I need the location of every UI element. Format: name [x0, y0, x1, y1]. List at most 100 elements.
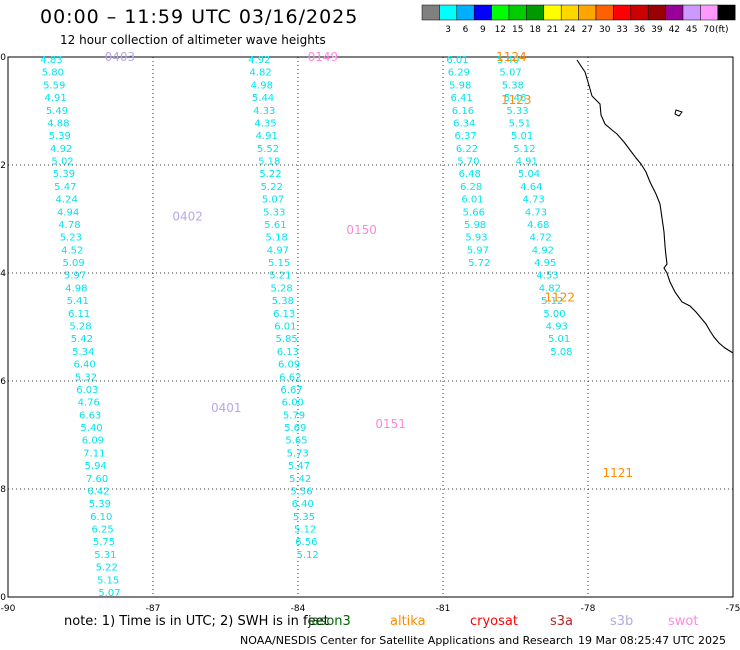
- wave-height-value: 5.33: [263, 207, 285, 218]
- x-tick-label: -81: [436, 604, 451, 614]
- wave-height-value: 5.98: [449, 80, 471, 91]
- wave-height-value: 5.12: [513, 144, 535, 155]
- pass-label: 1124: [496, 50, 527, 64]
- colorbar-label: 39: [651, 25, 663, 35]
- pass-label: 0402: [172, 209, 203, 223]
- wave-height-value: 5.39: [89, 499, 111, 510]
- x-tick-label: -90: [1, 604, 16, 614]
- colorbar-swatch: [613, 4, 632, 21]
- wave-height-value: 4.82: [249, 68, 271, 79]
- colorbar-label: 6: [463, 25, 469, 35]
- wave-height-value: 5.52: [257, 144, 279, 155]
- wave-height-value: 5.22: [261, 182, 283, 193]
- mission-label: s3b: [610, 614, 633, 629]
- wave-height-value: 4.92: [248, 55, 270, 66]
- pass-label: 0401: [211, 401, 242, 415]
- x-tick-label: -78: [581, 604, 596, 614]
- axis-tick-labels: -90 -87 -84 -81 -78 -75 -10 -12 -14 -16 -18 -20: [0, 53, 740, 614]
- wave-height-value: 5.07: [262, 195, 284, 206]
- y-tick-label: -18: [0, 485, 6, 495]
- pass-label: 1123: [501, 93, 532, 107]
- wave-height-value: 4.73: [525, 207, 547, 218]
- wave-height-value: 4.53: [536, 271, 558, 282]
- wave-height-value: 5.23: [60, 233, 82, 244]
- wave-height-value: 5.40: [497, 55, 519, 66]
- wave-height-value: 4.91: [45, 93, 67, 104]
- y-tick-label: -14: [0, 269, 6, 279]
- y-tick-label: -16: [0, 377, 6, 387]
- colorbar-legend: 3 6 9 12 15 18 21 24 27 30 33 36 39 42 45 70 (ft): [421, 4, 736, 35]
- wave-height-value: 5.12: [297, 550, 319, 561]
- wave-height-value: 5.01: [548, 334, 570, 345]
- wave-height-value: 4.94: [57, 207, 79, 218]
- wave-height-value: 5.04: [518, 169, 540, 180]
- wave-height-value: 6.22: [456, 144, 478, 155]
- wave-height-value: 6.41: [450, 93, 472, 104]
- wave-height-value: 4.73: [523, 195, 545, 206]
- colorbar-label: 42: [669, 25, 680, 35]
- wave-height-value: 5.28: [69, 321, 91, 332]
- colorbar-swatch: [473, 4, 492, 21]
- wave-height-value: 5.07: [98, 588, 120, 599]
- wave-height-value: 5.28: [271, 283, 293, 294]
- colorbar-label: 27: [582, 25, 593, 35]
- colorbar-swatch: [421, 4, 440, 21]
- footer-generated-time: 19 Mar 08:25:47 UTC 2025: [578, 634, 726, 647]
- wave-height-value: 5.38: [502, 80, 524, 91]
- wave-height-value: 5.44: [252, 93, 274, 104]
- colorbar-swatch: [456, 4, 475, 21]
- wave-height-value: 5.65: [285, 436, 307, 447]
- wave-height-value: 4.52: [61, 245, 83, 256]
- wave-height-value: 5.47: [54, 182, 76, 193]
- colorbar-label: 21: [547, 25, 558, 35]
- wave-height-value: 5.42: [289, 474, 311, 485]
- colorbar-label: 3: [445, 25, 451, 35]
- wave-height-value: 5.59: [43, 80, 65, 91]
- wave-height-value: 5.51: [509, 118, 531, 129]
- wave-height-value: 5.33: [506, 106, 528, 117]
- mission-label: swot: [668, 614, 698, 629]
- wave-height-value: 5.15: [97, 575, 119, 586]
- wave-height-value: 5.02: [51, 157, 73, 168]
- wave-height-value: 6.11: [68, 309, 90, 320]
- wave-height-value: 5.18: [258, 157, 280, 168]
- colorbar-label: 30: [599, 25, 611, 35]
- colorbar-swatch: [700, 4, 719, 21]
- wave-height-value: 6.01: [446, 55, 468, 66]
- wave-height-value: 4.24: [56, 195, 78, 206]
- wave-height-value: 7.60: [86, 474, 108, 485]
- wave-height-value: 6.09: [82, 436, 104, 447]
- colorbar-swatch: [491, 4, 510, 21]
- pass-label: 0150: [346, 223, 377, 237]
- wave-height-value: 5.34: [72, 347, 94, 358]
- wave-height-value: 6.00: [282, 398, 304, 409]
- wave-height-value: 4.72: [529, 233, 551, 244]
- mission-label: s3a: [550, 614, 573, 629]
- x-tick-label: -84: [291, 604, 306, 614]
- wave-height-value: 6.13: [277, 347, 299, 358]
- wave-height-value: 5.79: [283, 410, 305, 421]
- wave-height-value: 5.47: [288, 461, 310, 472]
- colorbar-swatch: [560, 4, 579, 21]
- pass-label: 1122: [545, 290, 576, 304]
- wave-height-value: 6.01: [461, 195, 483, 206]
- x-tick-label: -75: [726, 604, 740, 614]
- wave-height-value: 4.35: [254, 118, 276, 129]
- colorbar-label: 45: [686, 25, 697, 35]
- wave-height-value: 5.39: [53, 169, 75, 180]
- y-tick-label: -10: [0, 53, 6, 63]
- wave-height-value: 6.34: [453, 118, 475, 129]
- coastline: [576, 59, 734, 354]
- colorbar-label: 12: [495, 25, 506, 35]
- y-tick-label: -12: [0, 161, 6, 171]
- wave-height-value: 5.75: [93, 537, 115, 548]
- wave-height-value: 6.10: [90, 512, 112, 523]
- wave-height-value: 7.11: [83, 448, 105, 459]
- coastline-south-america: [576, 59, 734, 354]
- wave-height-value: 6.63: [79, 410, 101, 421]
- wave-height-value: 5.35: [293, 512, 315, 523]
- x-tick-label: -87: [146, 604, 161, 614]
- wave-height-value: 4.88: [47, 118, 69, 129]
- colorbar-swatch: [439, 4, 458, 21]
